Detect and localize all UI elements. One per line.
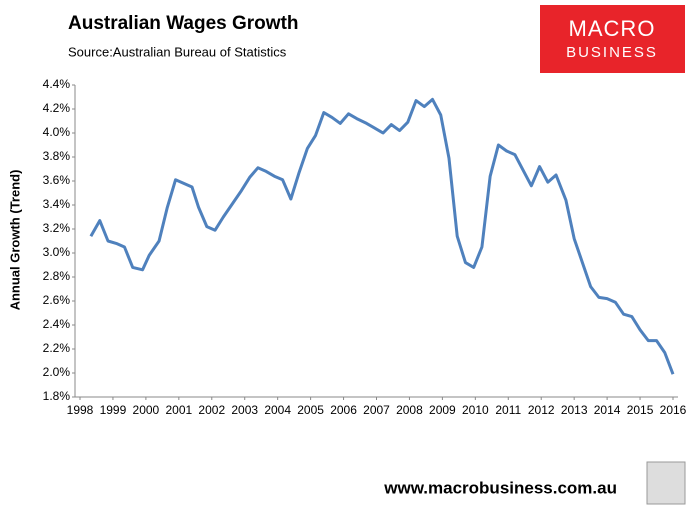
x-tick-label: 2015 <box>627 403 654 417</box>
x-tick-label: 2005 <box>297 403 324 417</box>
y-tick-label: 4.4% <box>43 77 71 91</box>
chart-title: Australian Wages Growth <box>68 13 299 34</box>
x-tick-label: 2010 <box>462 403 489 417</box>
y-tick-label: 2.0% <box>43 365 71 379</box>
y-tick-label: 3.6% <box>43 173 71 187</box>
x-tick-label: 2014 <box>594 403 621 417</box>
x-tick-label: 2008 <box>396 403 423 417</box>
x-tick-label: 1999 <box>100 403 127 417</box>
x-tick-label: 2013 <box>561 403 588 417</box>
x-tick-label: 2011 <box>495 403 521 417</box>
logo-text: BUSINESS <box>566 44 658 61</box>
x-tick-label: 2001 <box>165 403 192 417</box>
y-axis-label: Annual Growth (Trend) <box>7 170 22 311</box>
x-tick-label: 2012 <box>528 403 555 417</box>
y-tick-label: 3.8% <box>43 149 71 163</box>
x-tick-label: 1998 <box>67 403 94 417</box>
x-tick-label: 2003 <box>231 403 258 417</box>
y-tick-label: 2.6% <box>43 293 71 307</box>
x-tick-label: 2009 <box>429 403 456 417</box>
y-tick-label: 1.8% <box>43 389 71 403</box>
x-tick-label: 2007 <box>363 403 390 417</box>
x-tick-label: 2016 <box>660 403 687 417</box>
data-line <box>89 97 675 375</box>
y-tick-label: 4.2% <box>43 101 71 115</box>
y-tick-label: 2.2% <box>43 341 71 355</box>
y-tick-label: 3.0% <box>43 245 71 259</box>
footer-url: www.macrobusiness.com.au <box>383 478 617 497</box>
logo-box <box>540 5 685 73</box>
y-tick-label: 4.0% <box>43 125 71 139</box>
chart-subtitle: Source:Australian Bureau of Statistics <box>68 44 287 59</box>
x-tick-label: 2004 <box>264 403 291 417</box>
x-tick-label: 2002 <box>198 403 225 417</box>
logo-text: MACRO <box>569 16 656 41</box>
x-tick-label: 2006 <box>330 403 357 417</box>
y-tick-label: 3.2% <box>43 221 71 235</box>
y-tick-label: 2.4% <box>43 317 71 331</box>
y-tick-label: 2.8% <box>43 269 71 283</box>
wolf-icon <box>646 461 686 505</box>
x-tick-label: 2000 <box>133 403 160 417</box>
y-tick-label: 3.4% <box>43 197 71 211</box>
